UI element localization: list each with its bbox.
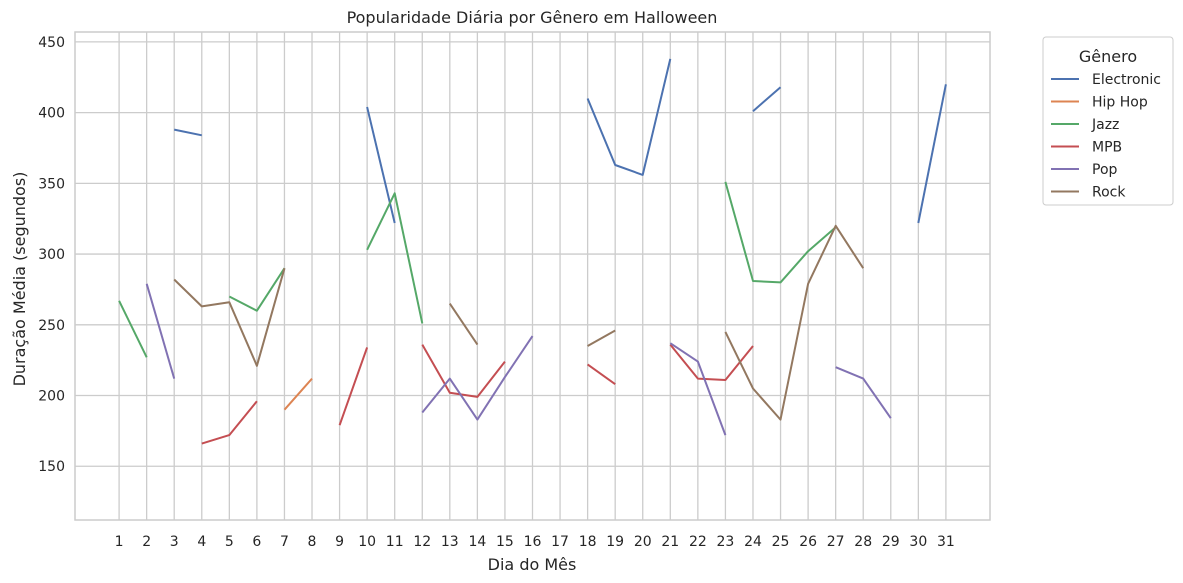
legend: Gênero Electronic Hip Hop Jazz MPB Pop Rock (1042, 36, 1174, 206)
series-line-segment (724, 181, 837, 284)
series-line-segment (752, 86, 782, 112)
series-pop (145, 283, 892, 436)
legend-label: Pop (1092, 162, 1118, 178)
y-tick-label: 450 (38, 35, 65, 51)
x-tick-label: 13 (441, 534, 459, 550)
x-tick-label: 26 (799, 534, 817, 550)
x-tick-label: 8 (308, 534, 317, 550)
series-line-segment (724, 224, 865, 421)
x-tick-label: 24 (744, 534, 762, 550)
series-lines (118, 58, 947, 445)
legend-label: Electronic (1092, 72, 1161, 88)
y-tick-label: 400 (38, 106, 65, 122)
legend-item: Pop (1051, 162, 1118, 178)
x-tick-label: 27 (827, 534, 845, 550)
chart-title: Popularidade Diária por Gênero em Hallow… (347, 8, 718, 27)
series-line-segment (228, 267, 286, 312)
x-tick-label: 3 (170, 534, 179, 550)
x-tick-labels: 1 2 3 4 5 6 7 8 9 10 11 12 13 14 15 16 17 18 19 20 21 22 23 24 2… (115, 534, 955, 550)
series-line-segment (366, 192, 424, 324)
x-tick-label: 21 (661, 534, 679, 550)
series-line-segment (118, 300, 148, 358)
legend-label: Hip Hop (1092, 95, 1148, 111)
series-line-segment (201, 400, 258, 445)
x-axis-label: Dia do Mês (488, 555, 577, 574)
legend-item: Hip Hop (1051, 95, 1148, 111)
legend-label: Jazz (1091, 117, 1119, 133)
series-hip-hop (283, 377, 313, 411)
series-line-segment (587, 363, 616, 386)
x-tick-label: 6 (252, 534, 261, 550)
series-line-segment (366, 106, 396, 224)
series-line-segment (173, 267, 286, 367)
x-tick-label: 14 (468, 534, 486, 550)
x-tick-label: 7 (280, 534, 289, 550)
x-tick-label: 22 (689, 534, 707, 550)
x-tick-label: 19 (606, 534, 624, 550)
series-line-segment (338, 347, 369, 426)
x-tick-label: 12 (413, 534, 431, 550)
legend-item: MPB (1051, 140, 1122, 156)
x-tick-label: 20 (634, 534, 652, 550)
y-tick-label: 200 (38, 389, 65, 405)
x-tick-label: 25 (772, 534, 790, 550)
series-line-segment (586, 58, 672, 176)
series-line-segment (421, 335, 534, 421)
series-line-segment (587, 329, 616, 347)
series-line-segment (917, 84, 947, 224)
legend-item: Jazz (1051, 117, 1119, 133)
y-tick-label: 250 (38, 318, 65, 334)
x-tick-label: 23 (717, 534, 735, 550)
legend-item: Rock (1051, 185, 1126, 201)
y-axis-label: Duração Média (segundos) (10, 172, 29, 387)
series-line-segment (283, 377, 313, 411)
y-tick-labels: 150 200 250 300 350 400 450 (38, 35, 65, 475)
x-tick-label: 15 (496, 534, 514, 550)
y-tick-label: 300 (38, 247, 65, 263)
x-tick-label: 30 (909, 534, 927, 550)
x-tick-label: 18 (579, 534, 597, 550)
x-tick-label: 28 (854, 534, 872, 550)
y-tick-label: 350 (38, 176, 65, 192)
legend-title: Gênero (1079, 47, 1137, 66)
series-line-segment (835, 366, 892, 419)
x-tick-label: 11 (386, 534, 404, 550)
x-tick-label: 16 (524, 534, 542, 550)
series-line-segment (669, 343, 754, 381)
x-tick-label: 2 (142, 534, 151, 550)
series-line-segment (421, 344, 506, 398)
series-jazz (118, 181, 837, 358)
y-tick-label: 150 (38, 459, 65, 475)
x-tick-label: 5 (225, 534, 234, 550)
legend-label: Rock (1092, 185, 1126, 201)
series-line-segment (669, 342, 727, 436)
x-tick-label: 31 (937, 534, 955, 550)
series-mpb (201, 343, 754, 445)
plot-frame (74, 31, 991, 521)
series-line-segment (145, 283, 176, 379)
grid-lines (75, 32, 990, 520)
series-line-segment (448, 303, 479, 346)
legend-items: Electronic Hip Hop Jazz MPB Pop Rock (1051, 72, 1161, 201)
x-tick-label: 17 (551, 534, 569, 550)
x-tick-label: 10 (358, 534, 376, 550)
legend-item: Electronic (1051, 72, 1161, 88)
series-line-segment (173, 128, 203, 137)
x-tick-label: 29 (882, 534, 900, 550)
x-tick-label: 1 (115, 534, 124, 550)
legend-label: MPB (1092, 140, 1122, 156)
x-tick-label: 9 (335, 534, 344, 550)
series-rock (173, 224, 865, 421)
x-tick-label: 4 (197, 534, 206, 550)
